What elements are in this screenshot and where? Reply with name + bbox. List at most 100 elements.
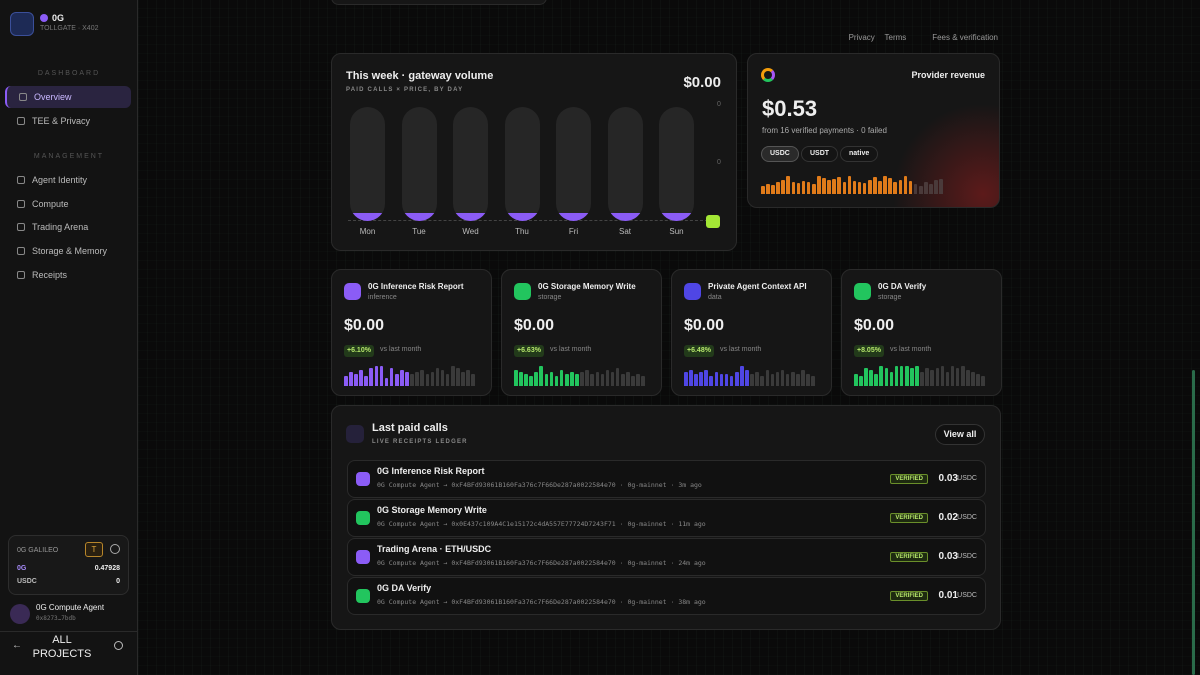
title: This week · gateway volume [346,70,494,82]
nav-item[interactable]: Storage & Memory [5,240,131,262]
bar [899,366,904,386]
bar [709,376,714,386]
icon [40,14,48,22]
bar [910,368,914,386]
chip[interactable]: native [840,146,879,162]
back[interactable]: ← [12,640,22,651]
bar-cap [659,213,694,221]
change: +6.63% [514,345,544,357]
row-title: 0G DA Verify [377,583,432,593]
ledger-row[interactable]: 0G Storage Memory Write 0G Compute Agent … [347,499,986,537]
bar [615,368,620,386]
nav-item[interactable]: Trading Arena [5,216,131,238]
bar [595,372,600,386]
bar [519,372,523,386]
sidebar: 0G TOLLGATE · X402 0G GALILEO T 0G 0.4792… [0,0,138,675]
bar [514,370,518,386]
amount: 0.03 [938,473,958,484]
ledger-row[interactable]: 0G Inference Risk Report 0G Compute Agent… [347,460,986,498]
compare: vs last month [550,346,592,353]
brand: 0G [52,13,65,23]
icon [356,589,370,603]
bar [913,184,918,194]
agent-address: 0x8273…7bdb [36,615,76,622]
nav-item[interactable]: Compute [5,193,131,215]
bar [384,378,389,386]
bar [389,368,394,386]
amount: 0.02 [938,512,958,523]
marker [706,215,720,228]
icon [356,511,370,525]
bar-cap [453,213,488,221]
bar [699,372,703,386]
nav-item[interactable]: TEE & Privacy [5,110,131,132]
theme-toggle[interactable] [114,641,123,650]
bar [590,374,594,386]
wallet-label: USDC [17,578,37,585]
bar [925,368,929,386]
icon [19,93,27,101]
bar [918,186,923,194]
bar [775,372,780,386]
bar [564,374,569,386]
bar [420,370,424,386]
nav-item[interactable]: Agent Identity [5,169,131,191]
icon [17,116,25,125]
bar [364,376,368,386]
bar [415,372,419,386]
icon [356,472,370,486]
bar [847,176,852,194]
nav-item[interactable]: Overview [5,86,131,108]
row-title: Trading Arena · ETH/USDC [377,544,492,554]
bar [374,366,379,386]
bar [461,372,465,386]
bar [631,376,635,386]
top-link[interactable]: Fees & verification [932,33,998,42]
day-label: Mon [359,227,376,236]
title: Provider revenue [911,70,985,80]
bar [620,374,625,386]
chip[interactable]: USDC [761,146,799,162]
bar [456,368,460,386]
bar [854,374,858,386]
logo [10,12,34,36]
compare: vs last month [890,346,932,353]
bar [929,184,933,194]
bar [796,183,801,194]
category: data [708,294,722,301]
ledger-row[interactable]: 0G DA Verify 0G Compute Agent → 0xF4BFd93… [347,577,986,615]
bar [580,372,584,386]
view-all[interactable]: View all [935,424,985,445]
status: VERIFIED [890,552,928,562]
bar [862,183,867,194]
ledger-row[interactable]: Trading Arena · ETH/USDC 0G Compute Agent… [347,538,986,576]
bar [864,368,868,386]
total: $0.00 [683,74,721,91]
bar [554,376,559,386]
bar [349,372,353,386]
bar [765,370,770,386]
badge: T [85,542,103,557]
bar [435,368,440,386]
nav-item[interactable]: Receipts [5,264,131,286]
top-link[interactable]: Terms [884,33,907,42]
bar [791,182,796,194]
axis-label: 0 [717,101,721,108]
row-meta: 0G Compute Agent → 0x0E437c109A4C1e15172… [377,520,706,528]
icon [346,425,364,443]
chip[interactable]: USDT [801,146,839,162]
bar [466,370,470,386]
bar [806,182,811,194]
bar [827,180,831,194]
bar [755,372,759,386]
top-link[interactable]: Privacy [848,33,875,42]
bar [893,182,898,194]
all-projects[interactable]: ALL PROJECTS [32,634,92,660]
agent-name: 0G Compute Agent [36,603,105,612]
refresh[interactable] [110,544,120,554]
bar [801,181,806,194]
icon [344,283,361,300]
day-label: Thu [515,227,529,236]
bar [939,179,943,194]
bar [766,184,770,194]
